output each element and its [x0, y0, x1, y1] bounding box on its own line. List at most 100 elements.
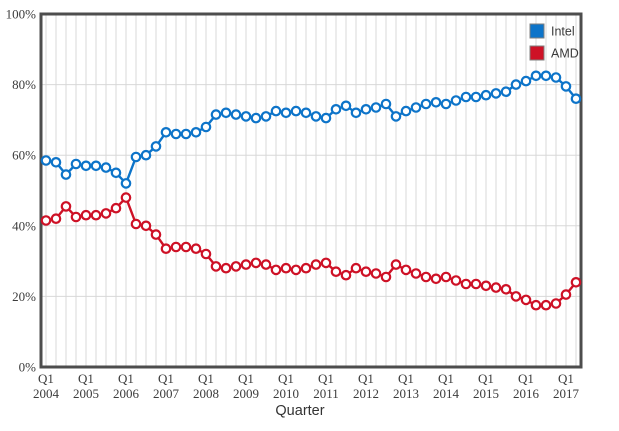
intel-data-point: [530, 70, 542, 82]
x-tick-quarter-label: Q1: [238, 371, 254, 386]
intel-data-point: [440, 98, 452, 110]
intel-data-point: [310, 111, 322, 122]
x-tick-quarter-label: Q1: [438, 371, 454, 386]
amd-data-point: [380, 271, 392, 283]
intel-data-point: [340, 100, 352, 112]
amd-data-point: [50, 213, 62, 224]
intel-data-point: [540, 70, 552, 82]
intel-data-point: [280, 107, 292, 119]
amd-data-point: [230, 261, 242, 272]
intel-data-point: [190, 127, 202, 138]
amd-data-point: [410, 268, 422, 279]
intel-data-point: [330, 104, 342, 115]
intel-data-point: [520, 75, 532, 87]
intel-data-point: [230, 109, 242, 120]
intel-data-point: [100, 162, 112, 173]
amd-data-point: [280, 262, 292, 274]
legend: Intel AMD: [529, 23, 579, 61]
amd-data-point: [120, 192, 132, 203]
intel-data-point: [210, 109, 222, 120]
legend-swatch-amd: [529, 45, 545, 61]
x-axis-title: Quarter: [275, 403, 324, 419]
intel-data-point: [400, 105, 412, 117]
intel-data-point: [480, 89, 492, 101]
intel-data-point: [360, 104, 372, 115]
amd-data-point: [40, 215, 52, 226]
intel-data-point: [150, 141, 162, 152]
amd-data-point: [480, 280, 492, 292]
x-tick-year-label: 2004: [33, 386, 60, 401]
amd-data-point: [150, 229, 162, 240]
amd-data-point: [330, 266, 342, 277]
x-tick-quarter-label: Q1: [518, 371, 534, 386]
x-tick-year-label: 2006: [113, 386, 140, 401]
x-tick-quarter-label: Q1: [158, 371, 174, 386]
intel-data-point: [50, 157, 62, 168]
y-tick-label: 100%: [6, 7, 37, 22]
amd-data-point: [260, 259, 272, 270]
amd-data-point: [530, 299, 542, 311]
amd-data-point: [130, 218, 142, 230]
intel-data-point: [80, 160, 92, 172]
x-tick-year-label: 2005: [73, 386, 99, 401]
x-tick-year-label: 2011: [313, 386, 339, 401]
legend-label-amd: AMD: [551, 47, 579, 61]
intel-data-point: [70, 158, 82, 170]
x-tick-year-label: 2009: [233, 386, 259, 401]
amd-data-point: [440, 271, 452, 283]
amd-data-point: [540, 299, 552, 311]
intel-data-point: [500, 86, 512, 97]
y-tick-label: 20%: [12, 289, 36, 304]
intel-data-point: [270, 105, 282, 117]
x-tick-year-label: 2010: [273, 386, 299, 401]
amd-data-point: [550, 298, 562, 309]
x-tick-year-label: 2007: [153, 386, 180, 401]
intel-data-point: [250, 112, 262, 124]
amd-data-point: [160, 243, 172, 254]
intel-data-point: [450, 95, 462, 106]
amd-data-point: [430, 273, 442, 285]
amd-data-point: [240, 259, 252, 270]
intel-data-point: [430, 97, 442, 108]
y-tick-label: 0%: [19, 360, 37, 375]
intel-data-point: [420, 98, 432, 110]
intel-data-point: [320, 112, 332, 124]
amd-data-point: [420, 271, 432, 283]
intel-data-point: [370, 102, 382, 113]
intel-data-point: [160, 127, 172, 138]
amd-data-point: [220, 262, 232, 274]
amd-data-point: [560, 289, 572, 300]
series-amd: [40, 192, 582, 311]
intel-data-point: [490, 88, 502, 99]
amd-data-point: [460, 278, 472, 290]
intel-data-point: [380, 98, 392, 110]
amd-data-point: [400, 264, 412, 276]
x-tick-quarter-label: Q1: [78, 371, 94, 386]
amd-data-point: [350, 262, 362, 274]
amd-data-point: [470, 278, 482, 290]
y-axis-labels: 0% 20% 40% 60% 80% 100%: [6, 7, 37, 375]
gridlines: [41, 14, 581, 367]
amd-data-point: [310, 259, 322, 270]
x-tick-quarter-label: Q1: [558, 371, 574, 386]
amd-data-point: [450, 275, 462, 286]
amd-data-point: [370, 268, 382, 279]
amd-data-point: [570, 276, 582, 288]
amd-data-point: [70, 211, 82, 223]
x-tick-year-label: 2008: [193, 386, 219, 401]
intel-data-point: [200, 121, 212, 133]
x-tick-year-label: 2017: [553, 386, 580, 401]
amd-data-point: [170, 241, 182, 253]
intel-data-point: [140, 149, 152, 161]
intel-data-point: [170, 128, 182, 140]
amd-data-point: [200, 248, 212, 260]
x-tick-quarter-label: Q1: [318, 371, 334, 386]
x-tick-quarter-label: Q1: [278, 371, 294, 386]
x-tick-quarter-label: Q1: [198, 371, 214, 386]
series-intel: [40, 70, 582, 189]
intel-data-point: [40, 155, 52, 166]
amd-data-point: [90, 209, 102, 221]
intel-data-point: [470, 91, 482, 103]
x-tick-quarter-label: Q1: [398, 371, 414, 386]
